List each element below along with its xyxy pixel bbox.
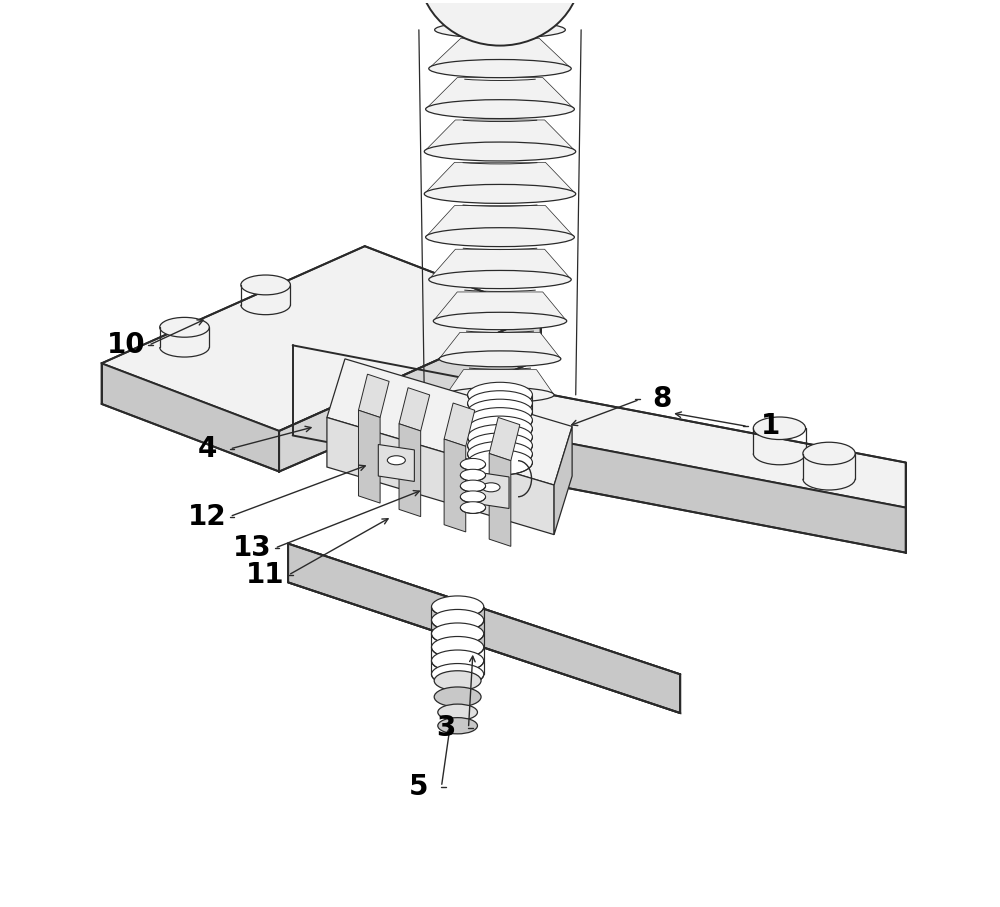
Ellipse shape	[431, 623, 484, 645]
Ellipse shape	[431, 664, 484, 685]
Ellipse shape	[433, 312, 567, 330]
Polygon shape	[293, 346, 906, 508]
Ellipse shape	[434, 687, 481, 707]
Text: 12: 12	[188, 502, 226, 531]
Text: 13: 13	[233, 534, 271, 562]
Ellipse shape	[482, 483, 500, 492]
Polygon shape	[378, 444, 414, 482]
Polygon shape	[293, 390, 906, 552]
Polygon shape	[473, 472, 509, 509]
Ellipse shape	[460, 502, 486, 513]
Polygon shape	[444, 403, 475, 446]
Ellipse shape	[438, 704, 477, 720]
Ellipse shape	[803, 443, 855, 464]
Polygon shape	[279, 314, 541, 472]
Polygon shape	[327, 359, 572, 485]
Ellipse shape	[468, 416, 532, 442]
Polygon shape	[426, 78, 574, 109]
Text: 5: 5	[409, 773, 429, 801]
Polygon shape	[358, 410, 380, 503]
Ellipse shape	[160, 317, 209, 337]
Ellipse shape	[426, 100, 574, 119]
Text: 11: 11	[246, 561, 285, 590]
Text: 8: 8	[653, 385, 672, 414]
Ellipse shape	[460, 491, 486, 502]
Polygon shape	[424, 162, 576, 194]
Ellipse shape	[468, 450, 532, 475]
Text: 1: 1	[761, 413, 780, 441]
Ellipse shape	[424, 184, 576, 203]
Ellipse shape	[468, 382, 532, 407]
Ellipse shape	[460, 458, 486, 470]
Polygon shape	[429, 249, 571, 279]
Ellipse shape	[431, 610, 484, 631]
Polygon shape	[102, 246, 541, 431]
Ellipse shape	[426, 228, 574, 247]
Ellipse shape	[424, 142, 576, 161]
Polygon shape	[424, 120, 576, 151]
Text: 3: 3	[436, 715, 456, 743]
Ellipse shape	[434, 671, 481, 690]
Ellipse shape	[468, 391, 532, 416]
Ellipse shape	[468, 433, 532, 458]
Ellipse shape	[431, 637, 484, 658]
Polygon shape	[429, 38, 571, 69]
Text: 10: 10	[107, 331, 145, 359]
Polygon shape	[288, 543, 680, 674]
Polygon shape	[489, 417, 520, 461]
Ellipse shape	[431, 650, 484, 672]
Polygon shape	[288, 543, 680, 713]
Polygon shape	[399, 424, 421, 517]
Ellipse shape	[460, 480, 486, 492]
Polygon shape	[327, 417, 554, 534]
Polygon shape	[102, 364, 279, 472]
Ellipse shape	[387, 455, 405, 464]
Polygon shape	[444, 439, 466, 532]
Ellipse shape	[468, 442, 532, 467]
Polygon shape	[439, 332, 561, 359]
Ellipse shape	[439, 351, 561, 366]
Text: 4: 4	[197, 435, 217, 463]
Ellipse shape	[446, 387, 554, 403]
Ellipse shape	[468, 424, 532, 450]
Ellipse shape	[241, 275, 290, 295]
Polygon shape	[399, 387, 430, 431]
Ellipse shape	[468, 399, 532, 424]
Polygon shape	[433, 292, 567, 321]
Polygon shape	[358, 375, 389, 417]
Ellipse shape	[435, 22, 565, 38]
Polygon shape	[554, 426, 572, 534]
Ellipse shape	[429, 270, 571, 288]
Polygon shape	[446, 370, 554, 395]
Polygon shape	[489, 454, 511, 546]
Ellipse shape	[438, 717, 477, 734]
Ellipse shape	[468, 407, 532, 433]
Ellipse shape	[419, 0, 581, 45]
Ellipse shape	[431, 596, 484, 618]
Polygon shape	[426, 206, 574, 237]
Ellipse shape	[460, 469, 486, 481]
Ellipse shape	[753, 417, 806, 440]
Ellipse shape	[429, 60, 571, 78]
